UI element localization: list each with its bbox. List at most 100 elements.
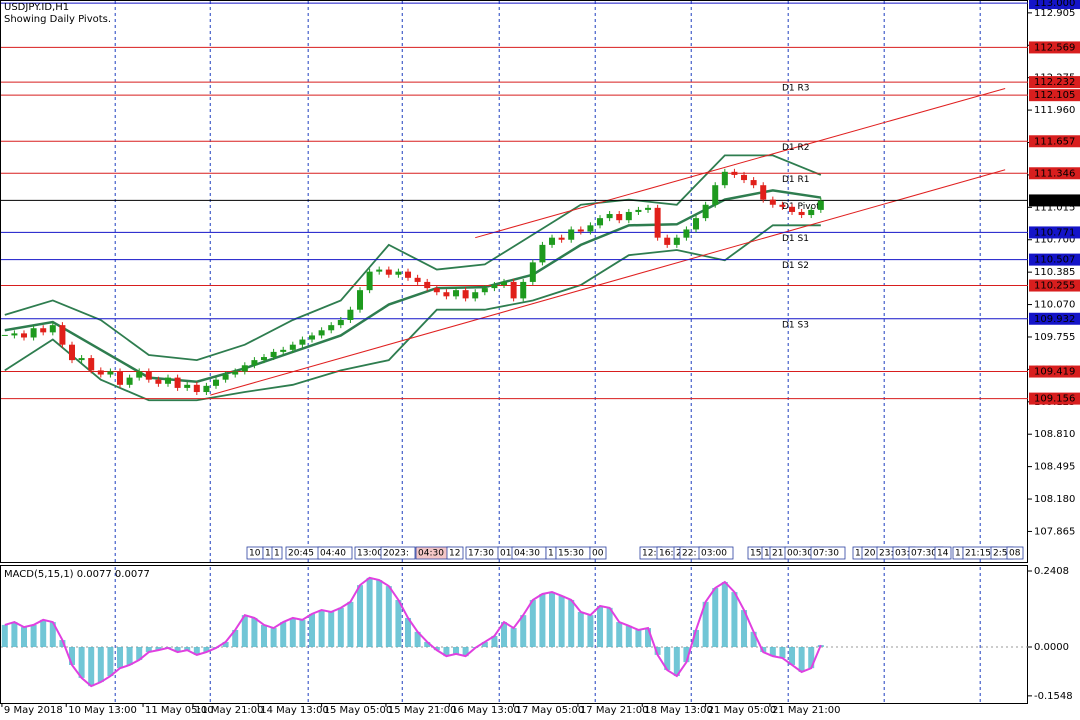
candle bbox=[21, 333, 28, 338]
level-box bbox=[1029, 226, 1080, 239]
time-strip-label: 10 bbox=[249, 549, 261, 559]
macd-bar bbox=[779, 647, 786, 659]
macd-bar bbox=[654, 647, 661, 655]
candle bbox=[683, 229, 690, 238]
time-strip-box bbox=[810, 546, 846, 560]
time-strip-label: 1 bbox=[764, 549, 770, 559]
chart-title: USDJPY.ID,H1 bbox=[4, 2, 69, 13]
candle bbox=[59, 325, 66, 345]
time-strip-label: 03:00 bbox=[701, 549, 727, 559]
macd-bar bbox=[405, 617, 412, 648]
time-strip-label: 2023: bbox=[383, 549, 409, 559]
macd-bar bbox=[789, 647, 796, 665]
macd-bar bbox=[289, 617, 296, 648]
x-tick-label: 17 May 05:00 bbox=[516, 705, 585, 716]
candle bbox=[597, 218, 604, 226]
time-strip-box bbox=[1006, 546, 1024, 560]
pivot-label: D1 S3 bbox=[782, 320, 809, 330]
macd-bar bbox=[184, 647, 191, 651]
candle bbox=[136, 371, 143, 378]
candle bbox=[664, 237, 671, 245]
x-tick-label: 15 May 05:00 bbox=[324, 705, 393, 716]
level-value: 112.569 bbox=[1034, 42, 1075, 53]
time-strip-label: 15 bbox=[750, 549, 761, 559]
level-box bbox=[1029, 135, 1080, 148]
y-tick-label: 109.755 bbox=[1034, 332, 1075, 343]
candle bbox=[30, 328, 37, 338]
candle bbox=[280, 349, 287, 352]
macd-bar bbox=[443, 647, 450, 657]
macd-bar bbox=[21, 627, 28, 648]
time-strip-box bbox=[589, 546, 607, 560]
candle bbox=[318, 330, 325, 336]
level-box bbox=[1029, 392, 1080, 405]
y-tick-label: -0.1548 bbox=[1034, 691, 1073, 702]
macd-bar bbox=[366, 577, 373, 648]
candle bbox=[69, 344, 76, 361]
level-box bbox=[1029, 89, 1080, 102]
macd-bar bbox=[385, 586, 392, 648]
macd-bar bbox=[731, 592, 738, 648]
candle bbox=[97, 370, 104, 375]
macd-bar bbox=[606, 607, 613, 648]
candle bbox=[213, 379, 220, 386]
candle bbox=[241, 365, 248, 372]
candle bbox=[693, 218, 700, 230]
time-strip-label: 04:40 bbox=[320, 549, 346, 559]
candle bbox=[443, 292, 450, 297]
macd-bar bbox=[491, 635, 498, 648]
macd-bar bbox=[673, 647, 680, 677]
macd-bar bbox=[193, 647, 200, 655]
candle bbox=[549, 237, 556, 245]
chart-subtitle: Showing Daily Pivots. bbox=[4, 14, 111, 25]
time-strip-label: 22: bbox=[682, 549, 696, 559]
macd-bar bbox=[328, 611, 335, 648]
candle bbox=[673, 237, 680, 245]
level-value: 109.419 bbox=[1034, 367, 1075, 378]
macd-bar bbox=[433, 647, 440, 651]
macd-bar bbox=[337, 607, 344, 648]
candle bbox=[309, 335, 316, 340]
macd-bar bbox=[750, 631, 757, 648]
candle bbox=[117, 371, 124, 385]
level-value: 112.105 bbox=[1034, 90, 1075, 101]
macd-bar bbox=[136, 647, 143, 660]
candle bbox=[760, 185, 767, 200]
time-strip-label: 01 bbox=[500, 549, 511, 559]
level-value: 110.507 bbox=[1034, 255, 1075, 266]
pivot-label: D1 S2 bbox=[782, 261, 809, 271]
candle bbox=[472, 292, 479, 299]
time-strip-label: 2:5 bbox=[993, 549, 1007, 559]
time-strip-label: 04:30 bbox=[514, 549, 540, 559]
time-strip-label: 20:45 bbox=[288, 549, 314, 559]
candle bbox=[702, 204, 709, 219]
level-value: 111.346 bbox=[1034, 168, 1075, 179]
macd-bar bbox=[318, 610, 325, 648]
level-box bbox=[1029, 365, 1080, 378]
y-tick-label: 107.865 bbox=[1034, 526, 1075, 537]
macd-bar bbox=[510, 628, 517, 648]
candle bbox=[49, 325, 56, 333]
candle bbox=[174, 377, 181, 388]
time-strip-label: 00 bbox=[592, 549, 604, 559]
candle bbox=[270, 351, 277, 358]
candle bbox=[78, 358, 85, 361]
macd-bar bbox=[625, 625, 632, 648]
macd-bar bbox=[645, 628, 652, 648]
macd-bar bbox=[539, 593, 546, 648]
candle bbox=[721, 171, 728, 186]
time-strip-label: 16: bbox=[659, 549, 673, 559]
macd-bar bbox=[49, 622, 56, 648]
x-tick-label: 14 May 13:00 bbox=[260, 705, 329, 716]
macd-bar bbox=[251, 617, 258, 648]
candle bbox=[405, 271, 412, 278]
macd-bar bbox=[88, 647, 95, 687]
macd-bar bbox=[357, 585, 364, 648]
level-value: 112.232 bbox=[1034, 77, 1075, 88]
level-value: 111.082 bbox=[1034, 195, 1075, 206]
level-box bbox=[1029, 41, 1080, 54]
y-tick-label: 112.905 bbox=[1034, 8, 1075, 19]
candle bbox=[289, 344, 296, 350]
macd-bar bbox=[309, 613, 316, 648]
candle bbox=[529, 262, 536, 282]
